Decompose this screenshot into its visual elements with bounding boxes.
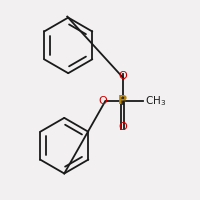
Text: CH$_3$: CH$_3$ <box>145 94 166 108</box>
Text: O: O <box>118 122 127 132</box>
Text: O: O <box>99 96 107 106</box>
Text: P: P <box>118 94 127 107</box>
Text: O: O <box>118 71 127 81</box>
